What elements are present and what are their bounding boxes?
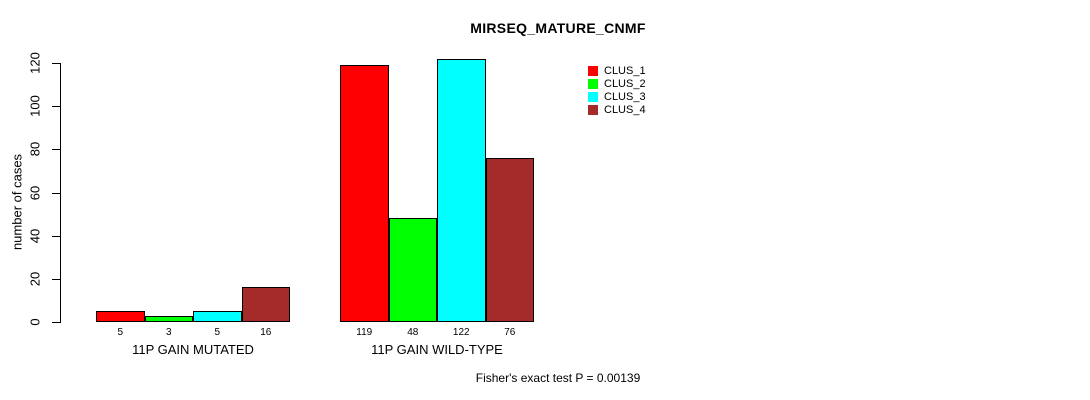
x-group-label: 11P GAIN WILD-TYPE <box>371 342 503 357</box>
bar-value-label: 122 <box>452 327 470 338</box>
legend-label: CLUS_3 <box>604 91 646 103</box>
bar-value-label: 5 <box>117 327 124 338</box>
stat-annotation: Fisher's exact test P = 0.00139 <box>475 371 641 385</box>
y-tick-label: 80 <box>27 141 43 157</box>
x-group-label: 11P GAIN MUTATED <box>132 342 254 357</box>
legend-color-swatch <box>588 92 598 102</box>
y-axis-tick <box>52 193 60 194</box>
legend-label: CLUS_1 <box>604 65 646 77</box>
bar-value-label: 76 <box>504 327 516 338</box>
chart-title: MIRSEQ_MATURE_CNMF <box>470 20 646 36</box>
y-axis-tick <box>52 63 60 64</box>
y-axis-line <box>60 63 61 323</box>
bar-value-label: 5 <box>214 327 221 338</box>
y-axis-tick <box>52 236 60 237</box>
y-tick-label: 120 <box>27 52 43 74</box>
legend-color-swatch <box>588 79 598 89</box>
y-axis-tick <box>52 322 60 323</box>
y-tick-label: 60 <box>27 185 43 201</box>
bar-clus_1-group2 <box>340 65 389 322</box>
bar-value-label: 3 <box>165 327 172 338</box>
bar-clus_4-group1 <box>241 287 290 322</box>
y-axis-tick <box>52 149 60 150</box>
y-axis-tick <box>52 106 60 107</box>
bar-clus_1-group1 <box>96 311 145 322</box>
legend-item: CLUS_2 <box>588 78 646 90</box>
legend-color-swatch <box>588 66 598 76</box>
legend: CLUS_1 CLUS_2 CLUS_3 CLUS_4 <box>588 66 646 118</box>
bar-value-label: 48 <box>407 327 419 338</box>
bar-value-label: 119 <box>356 327 373 338</box>
y-tick-label: 0 <box>27 318 43 326</box>
bar-clus_2-group1 <box>144 315 193 322</box>
legend-item: CLUS_1 <box>588 65 646 77</box>
y-tick-label: 100 <box>27 95 43 117</box>
y-tick-label: 20 <box>27 271 43 287</box>
bar-clus_3-group2 <box>437 58 486 322</box>
bar-clus_3-group1 <box>193 311 242 322</box>
bar-value-label: 16 <box>260 327 272 338</box>
legend-color-swatch <box>588 105 598 115</box>
bar-clus_4-group2 <box>485 157 534 322</box>
y-tick-label: 40 <box>27 228 43 244</box>
legend-label: CLUS_4 <box>604 104 646 116</box>
y-axis-tick <box>52 279 60 280</box>
bar-clus_2-group2 <box>388 218 437 322</box>
legend-label: CLUS_2 <box>604 78 646 90</box>
legend-item: CLUS_4 <box>588 104 646 116</box>
legend-item: CLUS_3 <box>588 91 646 103</box>
